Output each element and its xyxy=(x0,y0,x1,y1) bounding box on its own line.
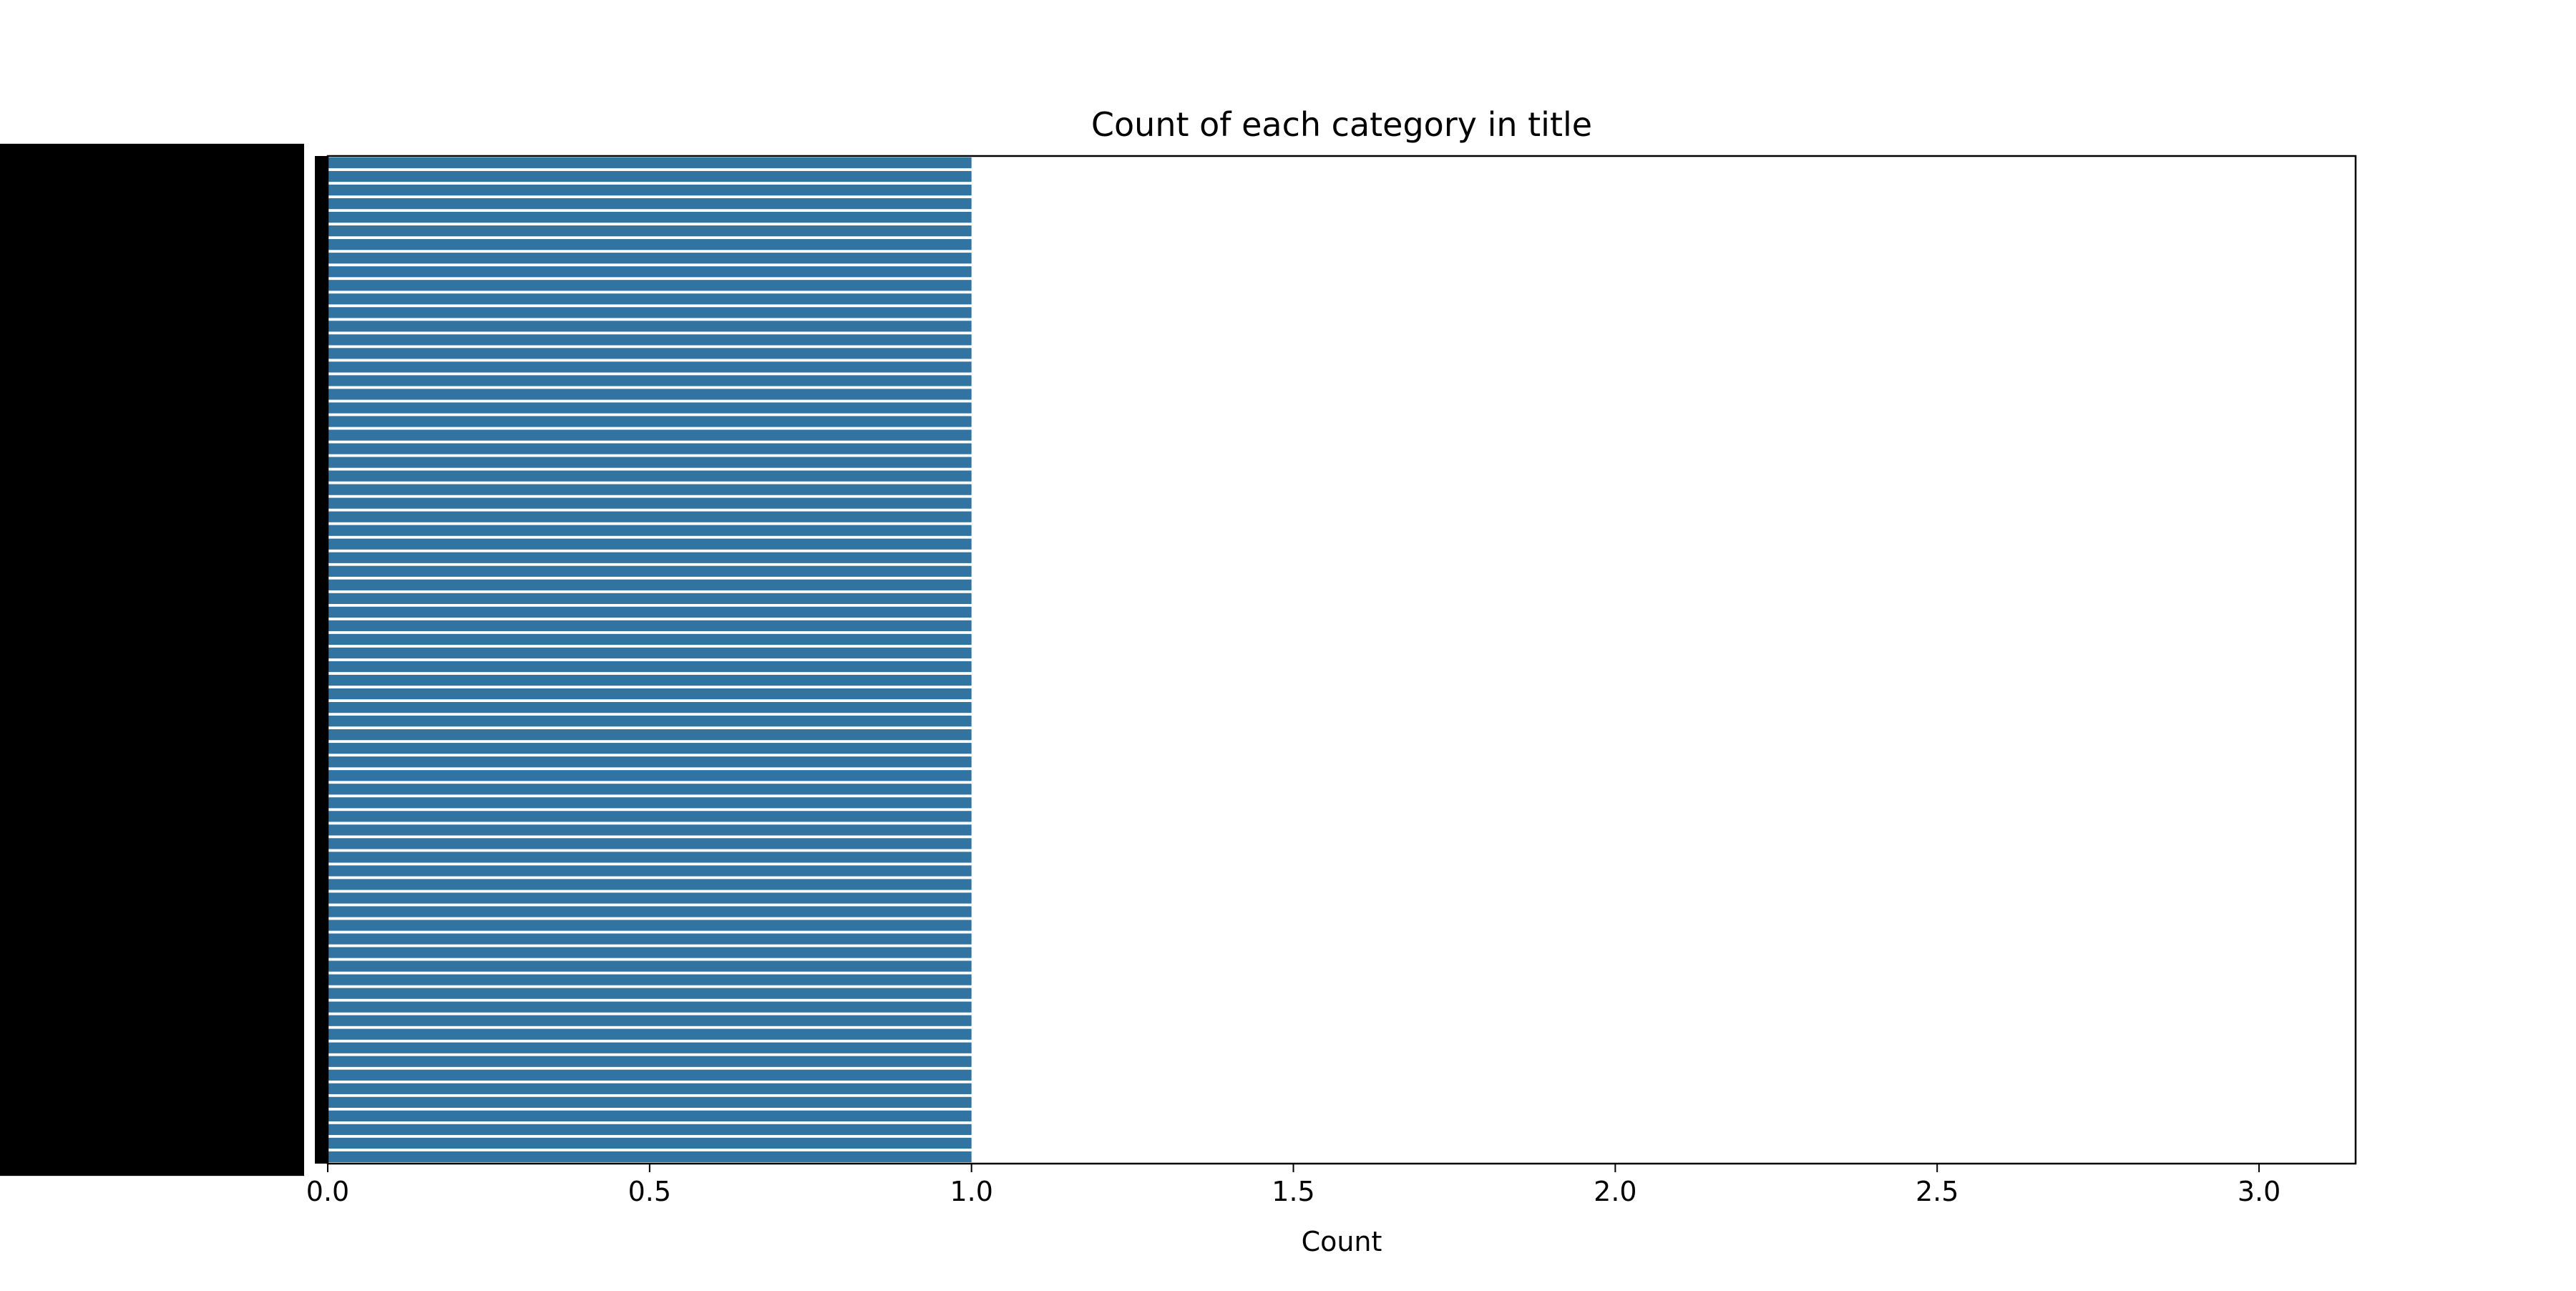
bar xyxy=(328,892,972,904)
bar xyxy=(328,865,972,877)
bar xyxy=(328,1083,972,1094)
bar xyxy=(328,198,972,210)
bar xyxy=(328,838,972,849)
bar xyxy=(328,960,972,972)
x-tick-label: 0.0 xyxy=(306,1176,349,1207)
chart-title: Count of each category in title xyxy=(1091,105,1592,144)
bar xyxy=(328,525,972,536)
bar xyxy=(328,1042,972,1053)
x-tick-label: 1.5 xyxy=(1272,1176,1314,1207)
y-axis-spine xyxy=(315,156,328,1164)
bar xyxy=(328,824,972,836)
bar xyxy=(328,593,972,604)
x-tick-label: 2.5 xyxy=(1916,1176,1958,1207)
bar xyxy=(328,852,972,863)
bar xyxy=(328,879,972,890)
y-tick-label xyxy=(0,1137,304,1176)
bar xyxy=(328,1110,972,1122)
bar xyxy=(328,538,972,550)
bar xyxy=(328,933,972,945)
bar xyxy=(328,661,972,673)
bar xyxy=(328,974,972,985)
bar xyxy=(328,1028,972,1040)
bar xyxy=(328,429,972,441)
bar xyxy=(328,225,972,237)
bar xyxy=(328,334,972,346)
bar xyxy=(328,389,972,400)
bar xyxy=(328,1137,972,1149)
bar xyxy=(328,811,972,822)
bar xyxy=(328,770,972,781)
bar xyxy=(328,375,972,386)
bar xyxy=(328,361,972,373)
x-tick-label: 0.5 xyxy=(628,1176,671,1207)
bar xyxy=(328,947,972,958)
bar xyxy=(328,1056,972,1067)
x-tick-label: 3.0 xyxy=(2238,1176,2280,1207)
bar xyxy=(328,1151,972,1163)
bar xyxy=(328,552,972,563)
bar xyxy=(328,729,972,741)
bar xyxy=(328,797,972,809)
bar xyxy=(328,212,972,223)
bar xyxy=(328,906,972,917)
bar xyxy=(328,470,972,482)
bar xyxy=(328,184,972,196)
bar xyxy=(328,606,972,618)
bar xyxy=(328,484,972,495)
bar xyxy=(328,443,972,454)
bar xyxy=(328,1096,972,1108)
bar xyxy=(328,157,972,169)
bar xyxy=(328,784,972,795)
bar xyxy=(328,756,972,768)
bars-layer xyxy=(328,157,972,1163)
bar xyxy=(328,253,972,264)
bar xyxy=(328,716,972,727)
bar xyxy=(328,688,972,700)
bar xyxy=(328,266,972,278)
bar xyxy=(328,988,972,999)
bar xyxy=(328,701,972,713)
bar xyxy=(328,579,972,590)
plot-frame xyxy=(326,155,2357,1165)
bar xyxy=(328,497,972,509)
x-axis-ticks: 0.0 0.5 1.0 1.5 2.0 2.5 3.0 xyxy=(306,1164,2280,1207)
bar xyxy=(328,239,972,250)
x-tick-label: 2.0 xyxy=(1594,1176,1636,1207)
bar xyxy=(328,620,972,632)
bar xyxy=(328,457,972,468)
bar xyxy=(328,307,972,318)
bar xyxy=(328,647,972,659)
bar xyxy=(328,321,972,332)
bar xyxy=(328,293,972,305)
x-tick-label: 1.0 xyxy=(950,1176,992,1207)
bar xyxy=(328,280,972,291)
bar xyxy=(328,1015,972,1026)
bar xyxy=(328,1001,972,1013)
y-tick-labels xyxy=(0,143,328,1176)
bar xyxy=(328,402,972,414)
bar xyxy=(328,743,972,754)
bar xyxy=(328,565,972,577)
bar xyxy=(328,348,972,359)
bar xyxy=(328,1124,972,1136)
bar xyxy=(328,633,972,646)
bar xyxy=(328,1069,972,1081)
bar xyxy=(328,170,972,182)
bar xyxy=(328,674,972,686)
bar xyxy=(328,511,972,522)
bar xyxy=(328,416,972,427)
x-axis-label: Count xyxy=(1302,1226,1382,1257)
bar xyxy=(328,920,972,931)
